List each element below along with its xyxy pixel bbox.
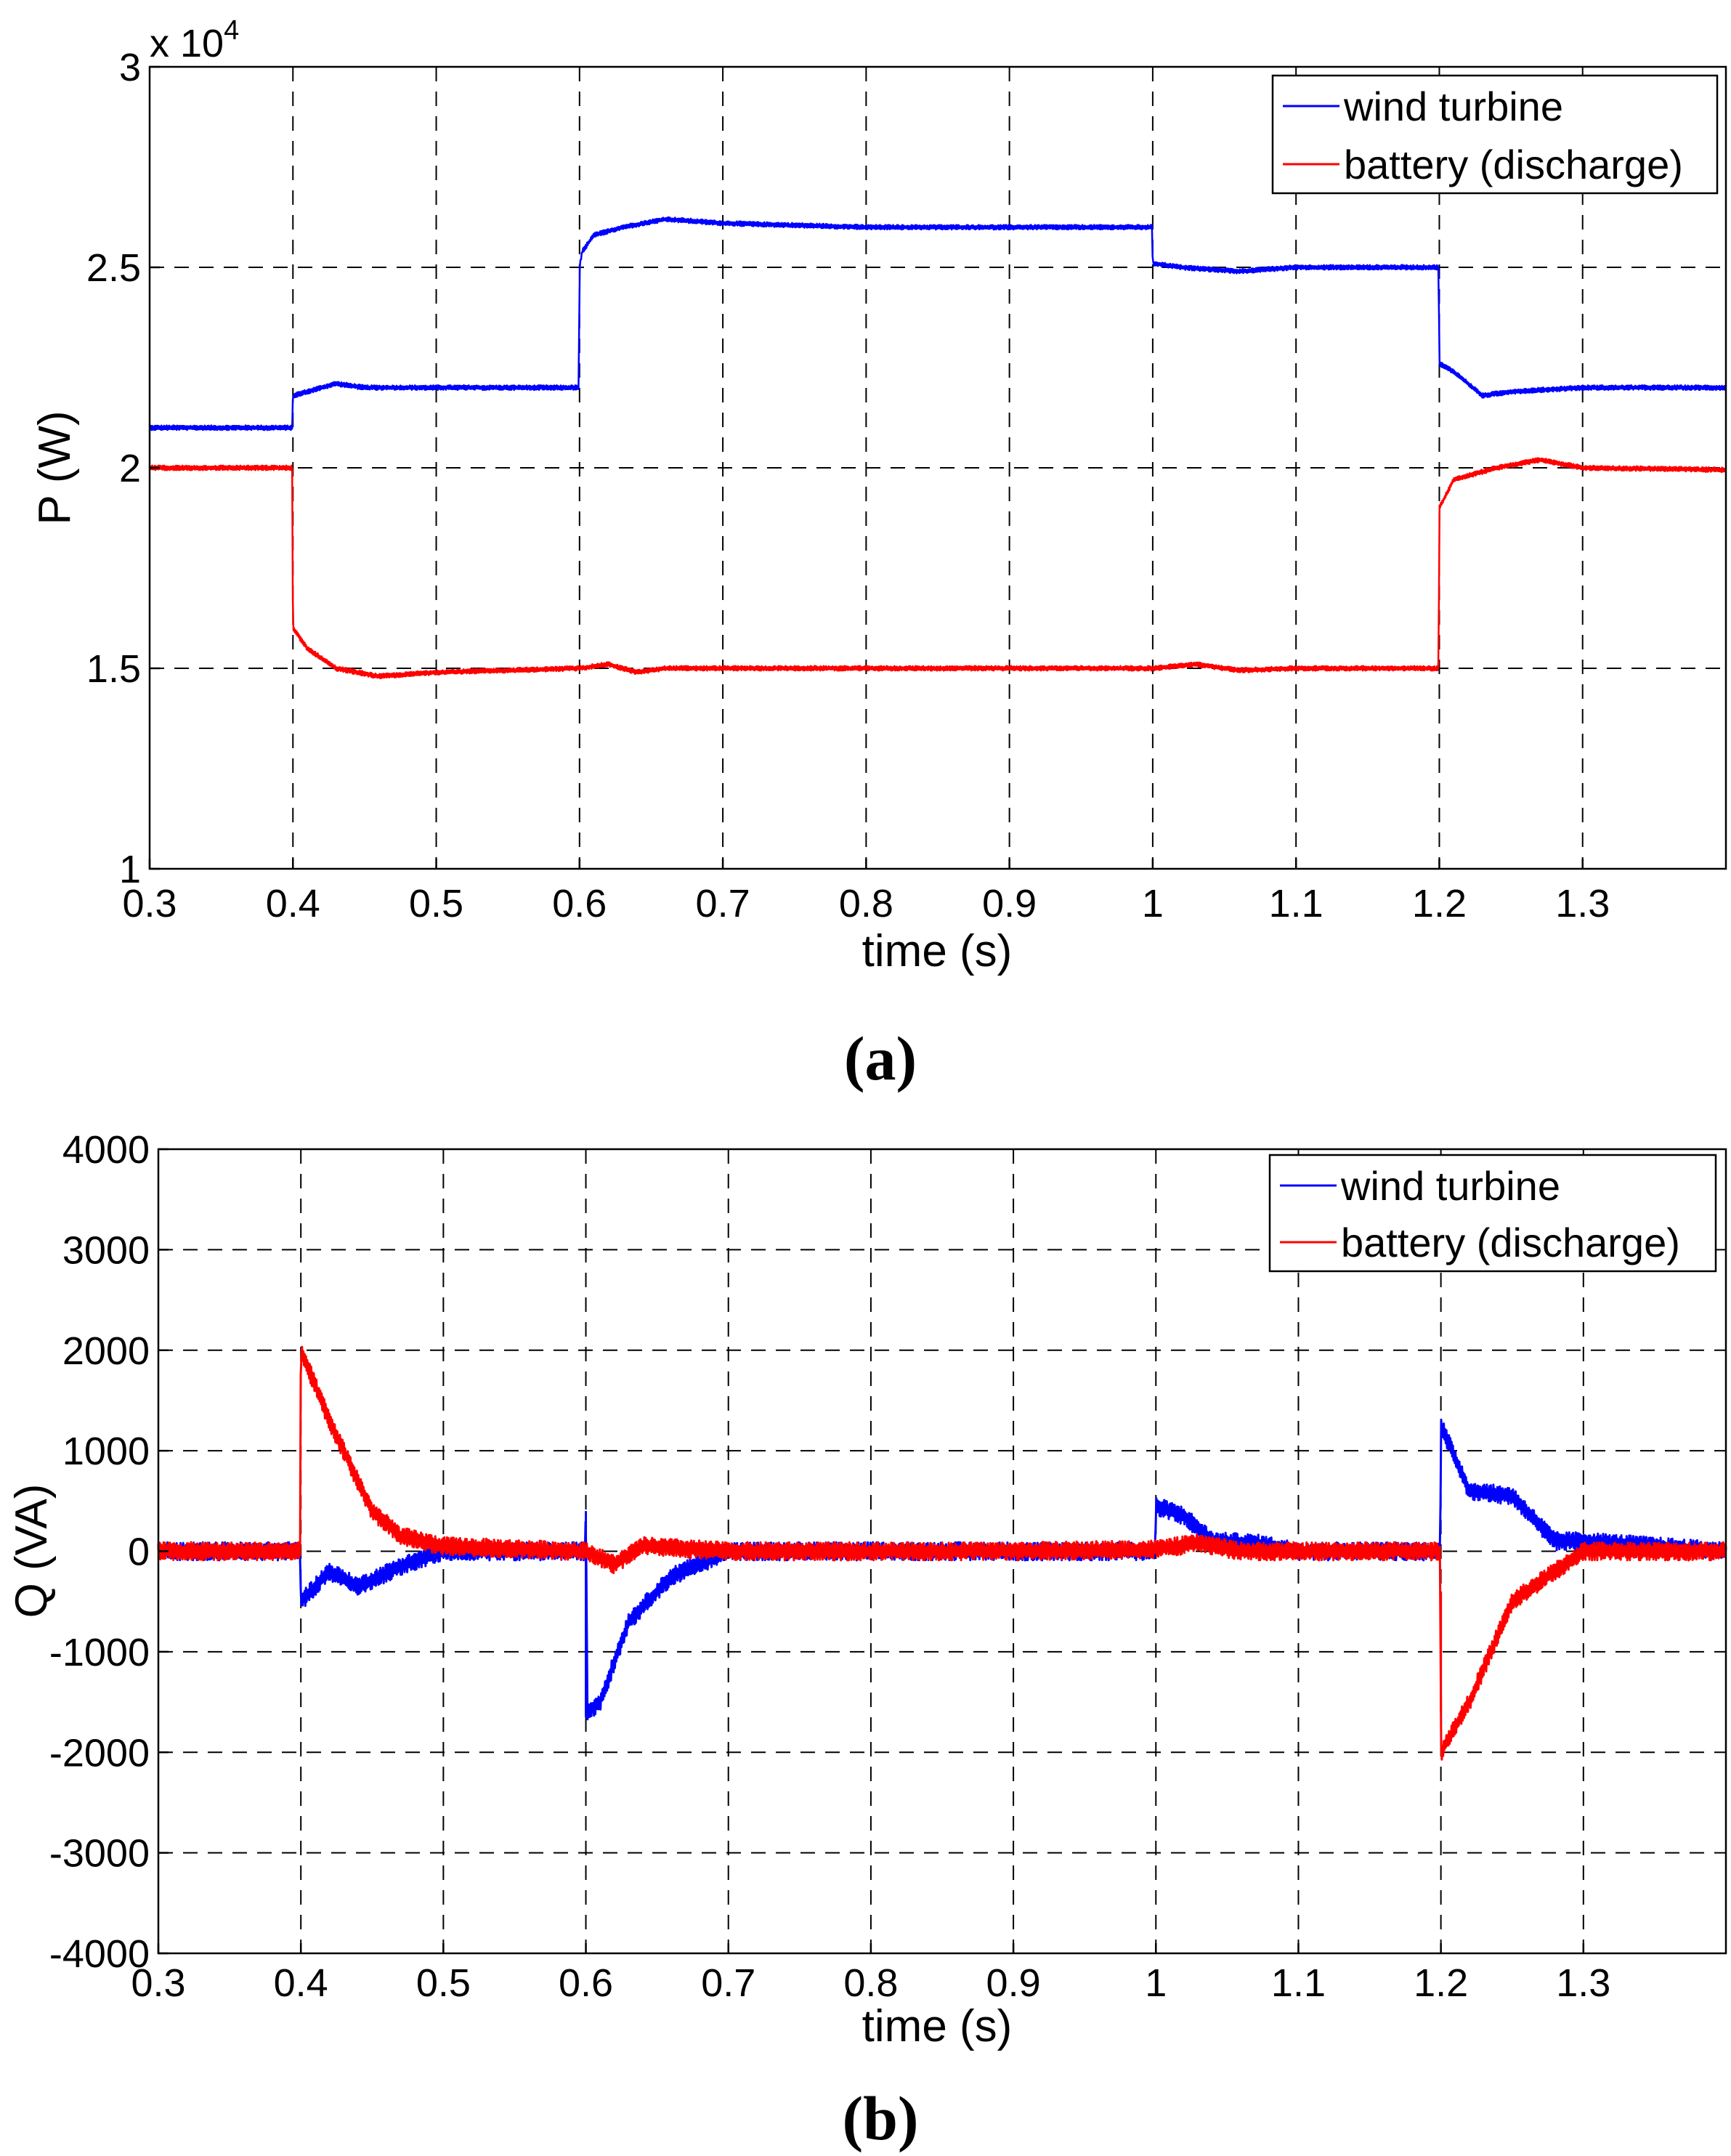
legend-label-battery-a: battery (discharge): [1344, 142, 1683, 187]
x-tick-label: 1.1: [1271, 1961, 1326, 2005]
x-tick-label: 0.3: [131, 1961, 185, 2005]
y-tick-label: -1000: [49, 1631, 150, 1674]
x-tick-label: 0.9: [986, 1961, 1041, 2005]
legend-label-wind-a: wind turbine: [1343, 84, 1563, 129]
x-tick-label: 0.5: [416, 1961, 471, 2005]
exponent-power-a: 4: [224, 15, 239, 46]
y-axis-label-b: Q (VA): [7, 1484, 57, 1618]
y-tick-label: -4000: [49, 1932, 150, 1976]
x-tick-label: 0.4: [274, 1961, 328, 2005]
y-tick-label: 1.5: [86, 647, 141, 691]
y-tick-label: 2: [119, 447, 141, 490]
panel-a: 0.3 0.4 0.5 0.6 0.7 0.8 0.9 1 1.1 1.2 1.3 1 1.5 2 2.5…: [30, 15, 1727, 1093]
legend-box-b: [1268, 1154, 1717, 1273]
x-tick-label: 0.6: [559, 1961, 613, 2005]
legend-label-wind-b: wind turbine: [1340, 1163, 1560, 1209]
series-a: [148, 216, 1727, 680]
legend-label-battery-b: battery (discharge): [1341, 1220, 1680, 1265]
series-line-battery-a: [148, 457, 1727, 680]
legend-b: wind turbine battery (discharge): [1268, 1154, 1717, 1273]
y-tick-label: 1000: [62, 1430, 150, 1473]
caption-b: (b): [842, 2083, 918, 2153]
x-tick-label: 0.7: [696, 882, 750, 925]
y-tick-labels-a: 1 1.5 2 2.5 3: [86, 46, 160, 891]
y-tick-label: 3: [119, 46, 141, 89]
x-tick-label: 1.3: [1556, 1961, 1610, 2005]
legend-a: wind turbine battery (discharge): [1271, 74, 1719, 195]
x-tick-label: 0.3: [122, 882, 177, 925]
y-tick-label: 1: [119, 848, 141, 891]
x-axis-label-a: time (s): [862, 926, 1013, 976]
x-tick-label: 0.9: [982, 882, 1037, 925]
series-line-battery-b: [157, 1345, 1727, 1761]
x-tick-label: 1: [1145, 1961, 1167, 2005]
x-tick-label: 1.1: [1269, 882, 1323, 925]
series-line-wind-turbine-a: [148, 216, 1727, 431]
exponent-label-a: x 104: [150, 15, 239, 65]
x-tick-label: 1.3: [1555, 882, 1610, 925]
x-tick-label: 0.6: [552, 882, 607, 925]
x-tick-label: 1.2: [1414, 1961, 1468, 2005]
y-tick-label: 0: [128, 1531, 150, 1574]
caption-a: (a): [844, 1024, 917, 1093]
y-tick-label: 2000: [62, 1329, 150, 1373]
y-tick-label: 2.5: [86, 246, 141, 290]
y-tick-label: -2000: [49, 1731, 150, 1775]
x-tick-label: 1.2: [1412, 882, 1467, 925]
x-tick-label: 0.8: [839, 882, 893, 925]
x-tick-labels-b: 0.3 0.4 0.5 0.6 0.7 0.8 0.9 1 1.1 1.2 1.3: [131, 1943, 1610, 2005]
y-tick-label: 3000: [62, 1228, 150, 1272]
legend-box-a: [1271, 74, 1719, 195]
panel-b: 0.3 0.4 0.5 0.6 0.7 0.8 0.9 1 1.1 1.2 1.3 -4000 -30…: [7, 1128, 1727, 2153]
x-axis-label-b: time (s): [862, 2001, 1013, 2051]
y-tick-label: 4000: [62, 1128, 150, 1172]
x-tick-label: 1: [1142, 882, 1164, 925]
y-tick-labels-b: -4000 -3000 -2000 -1000 0 1000 2000 3000 4000: [49, 1128, 169, 1976]
x-tick-label: 0.4: [266, 882, 320, 925]
series-b: [157, 1345, 1727, 1761]
x-tick-label: 0.5: [409, 882, 463, 925]
x-tick-label: 0.7: [701, 1961, 755, 2005]
series-line-wind-turbine-b: [157, 1418, 1727, 1721]
x-tick-label: 0.8: [843, 1961, 898, 2005]
y-tick-label: -3000: [49, 1832, 150, 1876]
y-axis-label-a: P (W): [30, 410, 80, 524]
grid-a: [150, 67, 1726, 869]
x-tick-labels-a: 0.3 0.4 0.5 0.6 0.7 0.8 0.9 1 1.1 1.2 1.3: [122, 859, 1610, 925]
